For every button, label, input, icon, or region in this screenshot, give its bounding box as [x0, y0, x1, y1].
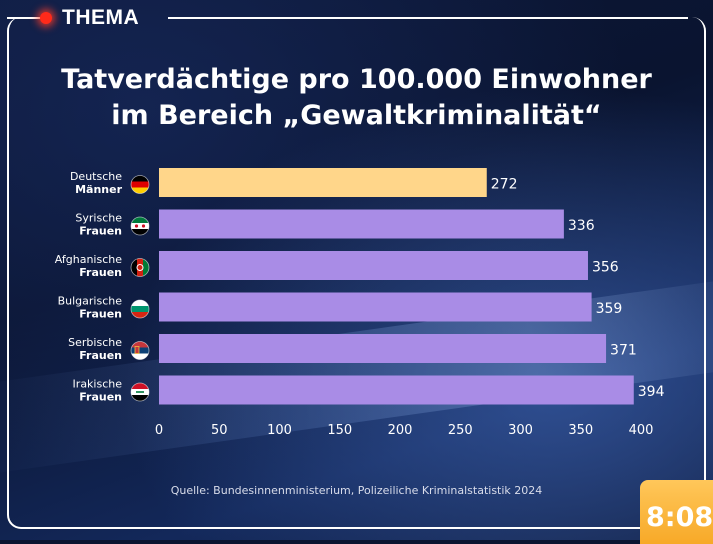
category-label-5-line1: Irakische [73, 378, 123, 391]
x-tick-label-8: 400 [629, 423, 654, 438]
category-label-2-line2: Frauen [79, 266, 122, 279]
data-label-0: 272 [491, 177, 518, 193]
clock-badge: 8:08 [640, 480, 713, 544]
data-label-1: 336 [568, 218, 595, 234]
category-label-0-line2: Männer [75, 183, 122, 196]
bar-2 [159, 251, 588, 280]
thema-header: THEMA [40, 5, 139, 31]
frame-top-left-line [7, 17, 45, 19]
chart-title-line1: Tatverdächtige pro 100.000 Einwohner [61, 64, 652, 95]
bar-3 [159, 292, 592, 322]
bar-4 [159, 334, 607, 363]
category-label-1-line2: Frauen [79, 225, 122, 238]
iraq-flag-icon [130, 382, 150, 402]
syria-flag-icon [130, 216, 150, 236]
x-tick-label-5: 250 [448, 423, 473, 438]
category-label-5-line2: Frauen [79, 391, 122, 404]
category-label-3-line1: Bulgarische [58, 295, 123, 308]
thema-label: THEMA [62, 6, 140, 29]
germany-flag-icon [130, 175, 150, 194]
category-label-1-line1: Syrische [75, 212, 122, 225]
category-label-4-line1: Serbische [68, 336, 122, 349]
x-tick-label-0: 0 [155, 423, 163, 438]
category-label-2-line1: Afghanische [55, 253, 122, 266]
data-label-5: 394 [638, 384, 665, 400]
x-tick-label-2: 100 [267, 423, 292, 438]
source-note: Quelle: Bundesinnenministerium, Polizeil… [170, 484, 543, 497]
x-tick-label-4: 200 [388, 423, 413, 438]
category-label-3-line2: Frauen [79, 308, 122, 321]
bulgaria-flag-icon [130, 299, 150, 319]
chart-title-line2: im Bereich „Gewaltkriminalität“ [111, 100, 602, 131]
data-label-3: 359 [596, 301, 623, 317]
category-label-4-line2: Frauen [79, 349, 122, 362]
x-tick-label-1: 50 [211, 423, 228, 438]
frame-top-right-line [168, 17, 688, 19]
data-label-2: 356 [592, 260, 619, 276]
data-label-4: 371 [610, 343, 637, 359]
x-tick-label-3: 150 [327, 423, 352, 438]
content-frame [7, 17, 706, 529]
x-tick-label-6: 300 [508, 423, 533, 438]
clock-time: 8:08 [646, 502, 713, 533]
live-dot-icon [40, 12, 52, 24]
bar-0 [159, 168, 487, 197]
afghanistan-flag-icon [130, 258, 150, 277]
x-tick-label-7: 350 [568, 423, 593, 438]
bar-5 [159, 375, 634, 405]
bar-1 [159, 209, 564, 239]
serbia-flag-icon [130, 341, 150, 360]
category-label-0-line1: Deutsche [70, 170, 122, 183]
